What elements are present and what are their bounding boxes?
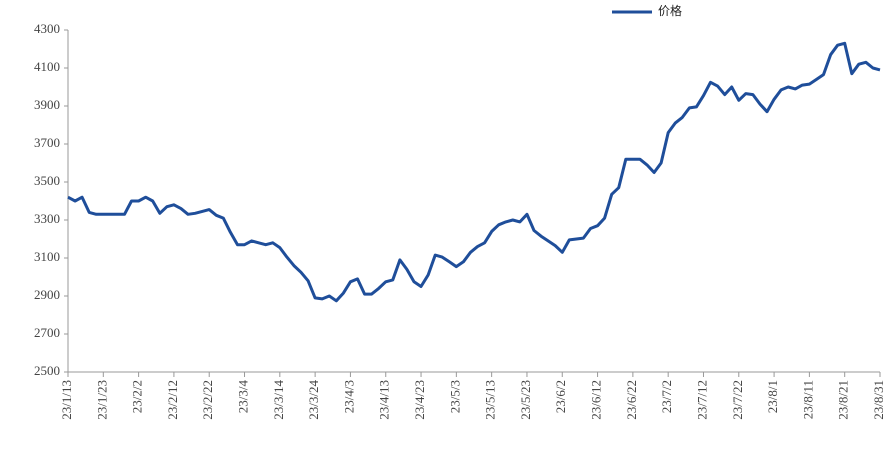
x-tick-label: 23/8/1 bbox=[765, 380, 780, 413]
x-tick-label: 23/7/22 bbox=[730, 380, 745, 420]
x-tick-label: 23/3/14 bbox=[271, 380, 286, 420]
y-tick-label: 3900 bbox=[34, 97, 60, 112]
x-tick-label: 23/4/3 bbox=[341, 380, 356, 413]
y-tick-label: 3100 bbox=[34, 249, 60, 264]
x-tick-label: 23/4/23 bbox=[412, 380, 427, 420]
x-tick-label: 23/3/4 bbox=[236, 380, 251, 414]
y-tick-label: 4300 bbox=[34, 21, 60, 36]
x-tick-label: 23/1/13 bbox=[59, 380, 74, 420]
price-line bbox=[67, 41, 881, 303]
x-tick-label: 23/8/31 bbox=[871, 380, 886, 420]
x-tick-label: 23/3/24 bbox=[306, 380, 321, 420]
x-tick-label: 23/2/12 bbox=[165, 380, 180, 420]
y-tick-label: 2500 bbox=[34, 363, 60, 378]
y-tick-label: 3500 bbox=[34, 173, 60, 188]
x-tick-label: 23/6/12 bbox=[589, 380, 604, 420]
y-tick-label: 3300 bbox=[34, 211, 60, 226]
y-tick-label: 2900 bbox=[34, 287, 60, 302]
x-tick-label: 23/1/23 bbox=[94, 380, 109, 420]
x-tick-label: 23/5/23 bbox=[518, 380, 533, 420]
x-tick-label: 23/6/2 bbox=[553, 380, 568, 413]
x-tick-label: 23/2/2 bbox=[130, 380, 145, 413]
x-tick-label: 23/2/22 bbox=[200, 380, 215, 420]
x-tick-label: 23/8/11 bbox=[800, 380, 815, 419]
legend-label: 价格 bbox=[658, 3, 682, 18]
y-tick-label: 3700 bbox=[34, 135, 60, 150]
x-tick-label: 23/7/12 bbox=[694, 380, 709, 420]
y-tick-label: 4100 bbox=[34, 59, 60, 74]
y-tick-label: 2700 bbox=[34, 325, 60, 340]
x-tick-label: 23/6/22 bbox=[624, 380, 639, 420]
x-tick-label: 23/7/2 bbox=[659, 380, 674, 413]
x-tick-label: 23/5/3 bbox=[447, 380, 462, 413]
x-tick-label: 23/4/13 bbox=[377, 380, 392, 420]
x-tick-label: 23/5/13 bbox=[483, 380, 498, 420]
x-tick-label: 23/8/21 bbox=[836, 380, 851, 420]
